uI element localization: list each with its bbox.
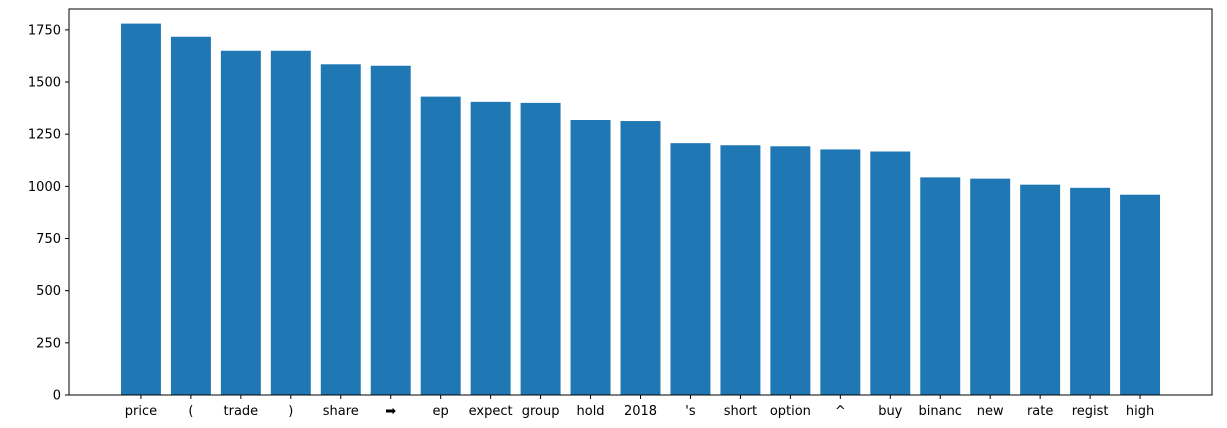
bar-18 bbox=[1020, 184, 1061, 395]
bars-group bbox=[120, 23, 1161, 396]
bar-11 bbox=[670, 143, 711, 395]
x-tick-label: ) bbox=[288, 404, 293, 419]
bar-17 bbox=[970, 178, 1011, 395]
x-tick-label: ep bbox=[433, 404, 449, 419]
y-axis: 0 250 500 750 1000 1250 1500 1750 bbox=[28, 23, 69, 404]
x-axis: price ( trade) share ➡ ep expect group hold 2018 '… bbox=[125, 395, 1154, 419]
bar-20 bbox=[1120, 194, 1161, 395]
x-tick-label: 2018 bbox=[624, 404, 657, 419]
x-tick-label: high bbox=[1126, 404, 1154, 419]
bar-14 bbox=[820, 149, 861, 395]
x-tick-label: short bbox=[724, 404, 757, 419]
bar-19 bbox=[1070, 187, 1111, 395]
x-tick-label: regist bbox=[1072, 404, 1109, 419]
y-tick-label: 0 bbox=[53, 389, 61, 404]
x-tick-label: buy bbox=[878, 404, 902, 419]
x-tick-label: option bbox=[770, 404, 811, 419]
plot-frame bbox=[68, 8, 1213, 396]
bar-5 bbox=[370, 65, 411, 395]
y-tick-label: 1750 bbox=[28, 23, 61, 38]
x-tick-label: expect bbox=[469, 404, 513, 419]
x-tick-label: new bbox=[977, 404, 1004, 419]
bar-3 bbox=[270, 50, 311, 395]
y-tick-label: 1000 bbox=[28, 180, 61, 195]
bar-12 bbox=[720, 145, 761, 395]
x-tick-label: group bbox=[522, 404, 560, 419]
bar-8 bbox=[520, 102, 561, 395]
bar-7 bbox=[470, 101, 511, 396]
bar-6 bbox=[420, 96, 461, 395]
x-tick-label: ➡ bbox=[385, 404, 396, 419]
x-tick-label: rate bbox=[1027, 404, 1053, 419]
bar-1 bbox=[170, 36, 211, 395]
bar-0 bbox=[120, 23, 161, 395]
bar-9 bbox=[570, 120, 611, 395]
bar-2 bbox=[220, 50, 261, 395]
x-tick-label: 's bbox=[685, 404, 696, 419]
y-tick-label: 1500 bbox=[28, 76, 61, 91]
x-tick-label: binanc bbox=[919, 404, 962, 419]
bar-13 bbox=[770, 146, 811, 395]
bar-15 bbox=[870, 151, 911, 395]
y-tick-label: 500 bbox=[36, 284, 61, 299]
y-tick-label: 1250 bbox=[28, 128, 61, 143]
y-tick-label: 250 bbox=[36, 336, 61, 351]
y-tick-label: 750 bbox=[36, 232, 61, 247]
bar-10 bbox=[620, 121, 661, 396]
x-tick-label: price bbox=[125, 404, 157, 419]
x-tick-label: trade bbox=[224, 404, 259, 419]
x-tick-label: hold bbox=[577, 404, 605, 419]
x-tick-label: share bbox=[323, 404, 359, 419]
x-tick-label: ( bbox=[188, 404, 193, 419]
bar-4 bbox=[320, 64, 361, 395]
bar-16 bbox=[920, 177, 961, 395]
x-tick-label: ^ bbox=[835, 404, 846, 419]
